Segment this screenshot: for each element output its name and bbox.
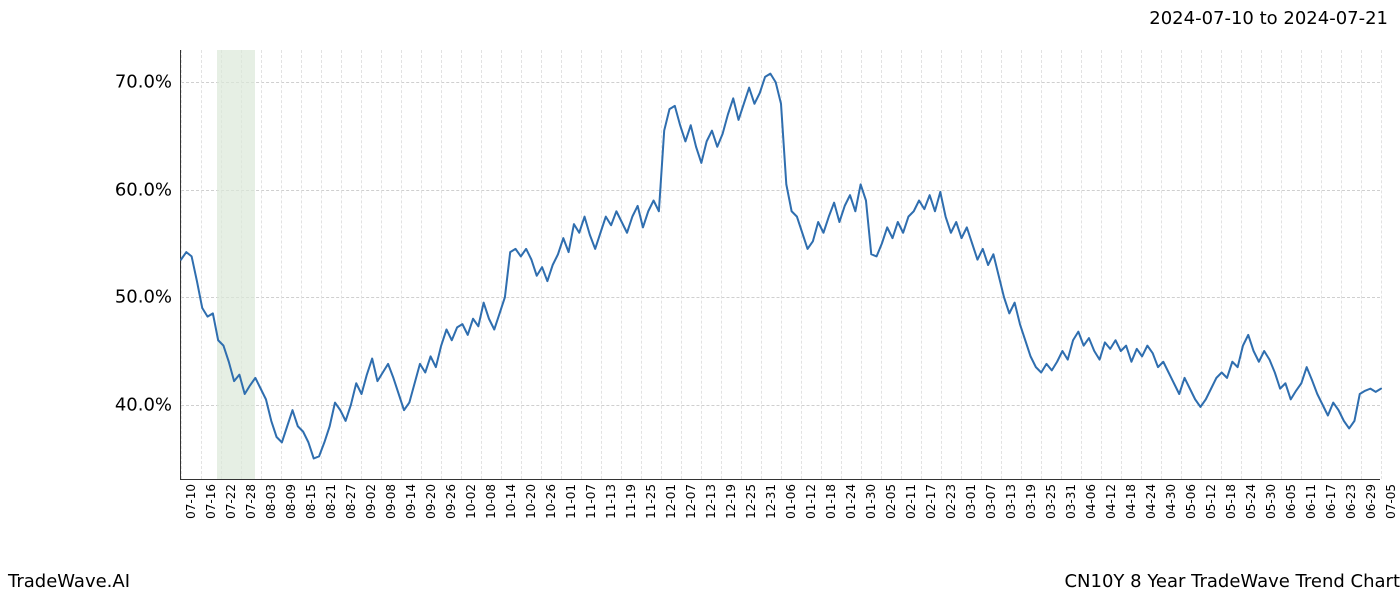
x-tick-label: 12-01 [664, 484, 678, 519]
x-tick-label: 10-20 [524, 484, 538, 519]
x-tick-label: 12-19 [724, 484, 738, 519]
x-tick-label: 03-13 [1004, 484, 1018, 519]
x-tick-label: 03-31 [1064, 484, 1078, 519]
x-tick-label: 05-24 [1244, 484, 1258, 519]
x-tick-label: 06-29 [1364, 484, 1378, 519]
footer-title: CN10Y 8 Year TradeWave Trend Chart [1064, 571, 1400, 592]
x-tick-label: 03-25 [1044, 484, 1058, 519]
x-tick-label: 01-12 [804, 484, 818, 519]
x-tick-label: 12-13 [704, 484, 718, 519]
x-tick-label: 01-24 [844, 484, 858, 519]
x-tick-label: 02-23 [944, 484, 958, 519]
date-range-label: 2024-07-10 to 2024-07-21 [1149, 8, 1388, 29]
x-tick-label: 04-12 [1104, 484, 1118, 519]
x-tick-label: 10-02 [464, 484, 478, 519]
chart-container: 2024-07-10 to 2024-07-21 40.0% 50.0% 60.0%… [0, 0, 1400, 600]
x-tick-label: 09-08 [384, 484, 398, 519]
x-tick-label: 07-16 [204, 484, 218, 519]
x-tick-label: 06-23 [1344, 484, 1358, 519]
footer-brand: TradeWave.AI [8, 571, 130, 592]
x-tick-label: 06-05 [1284, 484, 1298, 519]
x-tick-label: 06-17 [1324, 484, 1338, 519]
x-tick-label: 05-12 [1204, 484, 1218, 519]
x-tick-label: 04-30 [1164, 484, 1178, 519]
x-tick-label: 11-01 [564, 484, 578, 519]
x-tick-label: 11-25 [644, 484, 658, 519]
x-tick-label: 05-30 [1264, 484, 1278, 519]
x-tick-label: 10-14 [504, 484, 518, 519]
y-tick-label: 40.0% [115, 394, 172, 415]
x-tick-label: 09-26 [444, 484, 458, 519]
trend-line [181, 74, 1381, 459]
x-tick-label: 06-11 [1304, 484, 1318, 519]
x-tick-label: 04-24 [1144, 484, 1158, 519]
x-tick-label: 09-20 [424, 484, 438, 519]
line-layer [181, 50, 1381, 480]
x-tick-label: 10-08 [484, 484, 498, 519]
x-tick-label: 08-21 [324, 484, 338, 519]
x-tick-label: 07-10 [184, 484, 198, 519]
x-tick-label: 08-15 [304, 484, 318, 519]
x-tick-label: 02-17 [924, 484, 938, 519]
x-tick-label: 07-05 [1384, 484, 1398, 519]
x-tick-label: 07-28 [244, 484, 258, 519]
x-tick-label: 08-03 [264, 484, 278, 519]
y-tick-label: 60.0% [115, 179, 172, 200]
x-tick-label: 09-14 [404, 484, 418, 519]
x-tick-label: 02-05 [884, 484, 898, 519]
x-tick-label: 03-19 [1024, 484, 1038, 519]
x-tick-label: 10-26 [544, 484, 558, 519]
x-tick-label: 02-11 [904, 484, 918, 519]
x-tick-label: 12-07 [684, 484, 698, 519]
x-tick-label: 08-09 [284, 484, 298, 519]
x-tick-label: 11-19 [624, 484, 638, 519]
y-tick-label: 50.0% [115, 287, 172, 308]
plot-area [180, 50, 1380, 480]
x-tick-label: 08-27 [344, 484, 358, 519]
x-tick-label: 05-18 [1224, 484, 1238, 519]
x-tick-label: 03-01 [964, 484, 978, 519]
x-tick-label: 03-07 [984, 484, 998, 519]
x-tick-label: 01-06 [784, 484, 798, 519]
x-tick-label: 11-07 [584, 484, 598, 519]
v-gridline [1381, 50, 1382, 479]
x-tick-label: 07-22 [224, 484, 238, 519]
x-tick-label: 11-13 [604, 484, 618, 519]
x-tick-label: 12-31 [764, 484, 778, 519]
x-tick-label: 09-02 [364, 484, 378, 519]
x-tick-label: 04-06 [1084, 484, 1098, 519]
x-tick-label: 04-18 [1124, 484, 1138, 519]
y-tick-label: 70.0% [115, 72, 172, 93]
x-tick-label: 12-25 [744, 484, 758, 519]
x-tick-label: 01-30 [864, 484, 878, 519]
x-tick-label: 01-18 [824, 484, 838, 519]
x-tick-label: 05-06 [1184, 484, 1198, 519]
